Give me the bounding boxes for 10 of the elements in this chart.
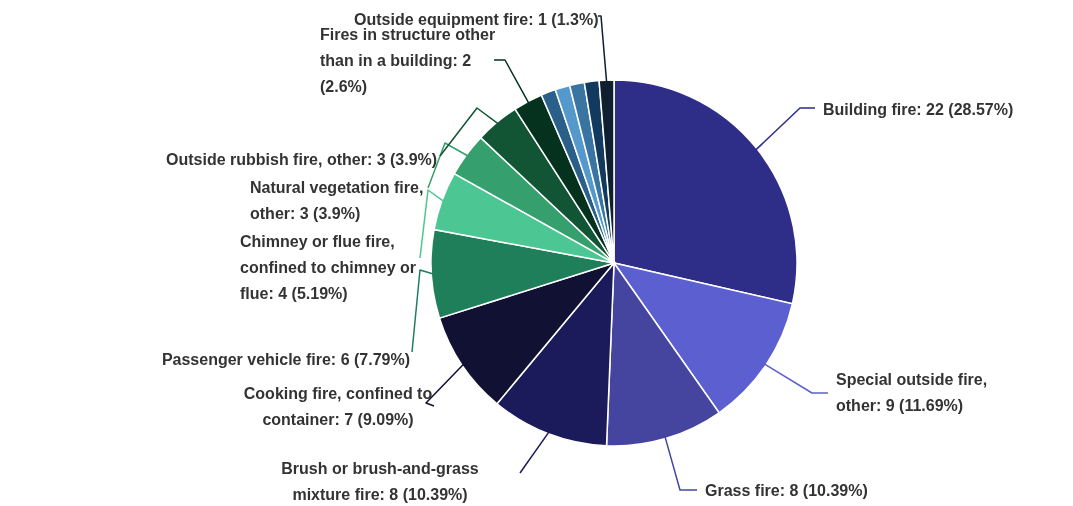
slice-label: Building fire: 22 (28.57%)	[823, 101, 1014, 118]
slice-label: Special outside fire, other: 9 (11.69%)	[836, 371, 988, 414]
slice-label: Outside rubbish fire, other: 3 (3.9%)	[166, 151, 438, 168]
slice-label: Natural vegetation fire, other: 3 (3.9%)	[250, 179, 424, 222]
slice-label: Outside equipment fire: 1 (1.3%)	[354, 11, 599, 28]
slice-label: Grass fire: 8 (10.39%)	[705, 482, 868, 499]
slice-label: Passenger vehicle fire: 6 (7.79%)	[161, 351, 410, 368]
slice-label: Chimney or flue fire, confined to chimney or flue: 4 (5.19%)	[240, 233, 417, 302]
slice-label: Cooking fire, confined to container: 7 (9.09%)	[243, 385, 433, 428]
slice-label: Brush or brush-and-grass mixture fire: 8 (10.39%)	[281, 460, 479, 503]
